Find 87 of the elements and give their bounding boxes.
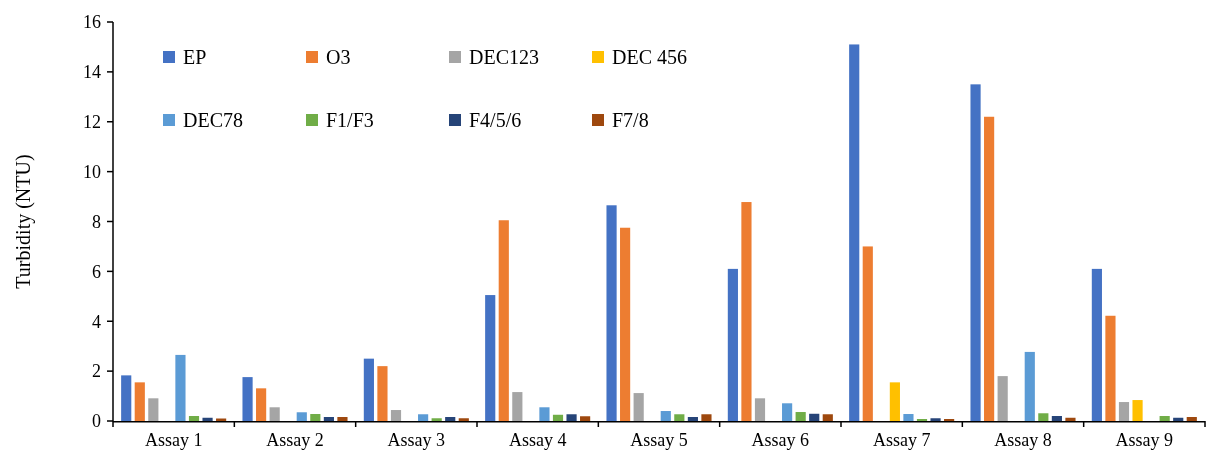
y-tick-label: 6 — [92, 261, 101, 282]
bar — [1118, 402, 1130, 421]
x-tick-label: Assay 6 — [751, 430, 810, 450]
bar — [809, 413, 820, 421]
bar — [1051, 416, 1062, 421]
bar — [390, 410, 402, 421]
legend-label: F4/5/6 — [469, 109, 522, 131]
legend-label: F1/F3 — [326, 109, 374, 131]
bar — [458, 418, 469, 421]
bar — [445, 417, 456, 421]
bar — [984, 116, 995, 421]
x-tick-label: Assay 1 — [144, 430, 203, 450]
bar — [822, 414, 833, 421]
bar — [862, 246, 873, 421]
bar — [202, 417, 213, 421]
bar — [363, 358, 374, 421]
bar — [997, 376, 1008, 421]
bar — [323, 417, 334, 421]
bar — [741, 202, 752, 421]
y-tick-label: 0 — [92, 411, 101, 432]
bar — [175, 354, 186, 421]
x-tick-label: Assay 9 — [1115, 430, 1174, 450]
bar — [418, 414, 429, 421]
bar — [674, 414, 685, 421]
bar — [121, 375, 132, 421]
bar — [633, 393, 644, 421]
bar — [754, 398, 766, 421]
legend-label: F7/8 — [612, 109, 649, 131]
bar — [485, 295, 496, 421]
x-tick-label: Assay 8 — [994, 430, 1052, 450]
bar — [930, 418, 941, 421]
bar — [377, 366, 388, 421]
legend-label: DEC123 — [469, 46, 539, 68]
bar — [889, 382, 900, 421]
x-tick-label: Assay 5 — [630, 430, 688, 450]
legend-label: EP — [183, 46, 207, 68]
y-tick-label: 10 — [83, 161, 101, 182]
bar — [580, 416, 591, 421]
legend-label: DEC 456 — [612, 46, 687, 68]
bar — [188, 416, 200, 421]
x-tick-label: Assay 3 — [387, 430, 446, 450]
x-tick-label: Assay 7 — [872, 430, 931, 450]
bar — [660, 411, 671, 421]
y-tick-label: 14 — [83, 62, 101, 83]
bar — [620, 227, 631, 421]
bar — [431, 418, 442, 421]
bar — [795, 412, 806, 421]
bar — [148, 398, 159, 421]
y-tick-label: 16 — [83, 12, 101, 33]
x-tick-label: Assay 2 — [266, 430, 324, 450]
bar — [296, 412, 307, 421]
bar — [337, 417, 348, 421]
bar — [1091, 268, 1102, 421]
bar — [1186, 417, 1197, 421]
bar — [269, 407, 280, 421]
bar — [849, 44, 860, 421]
y-tick-label: 4 — [92, 311, 101, 332]
legend-label: DEC78 — [183, 109, 243, 131]
bar — [552, 414, 564, 421]
bar — [1173, 417, 1184, 421]
x-tick-label: Assay 4 — [508, 430, 567, 450]
bar — [134, 382, 145, 421]
y-tick-label: 8 — [92, 211, 101, 232]
bar — [727, 268, 738, 421]
y-tick-label: 2 — [92, 361, 101, 382]
bar — [782, 403, 793, 421]
bar — [512, 392, 523, 421]
bar — [903, 414, 914, 421]
bar — [1065, 417, 1076, 421]
bar — [1024, 351, 1035, 421]
bar — [1159, 416, 1170, 421]
bar — [970, 84, 981, 421]
y-tick-label: 12 — [83, 112, 101, 133]
legend-label: O3 — [326, 46, 351, 68]
bar — [498, 220, 509, 421]
bar — [606, 205, 617, 421]
bar — [701, 414, 712, 421]
bar — [1132, 400, 1143, 421]
bar — [310, 414, 321, 421]
bar — [1105, 315, 1116, 421]
bar — [1038, 413, 1049, 421]
bar — [539, 407, 550, 421]
bar — [256, 388, 267, 421]
bar — [566, 414, 577, 421]
bar — [687, 417, 698, 421]
y-axis-title: Turbidity (NTU) — [12, 154, 35, 289]
bar — [242, 377, 253, 421]
